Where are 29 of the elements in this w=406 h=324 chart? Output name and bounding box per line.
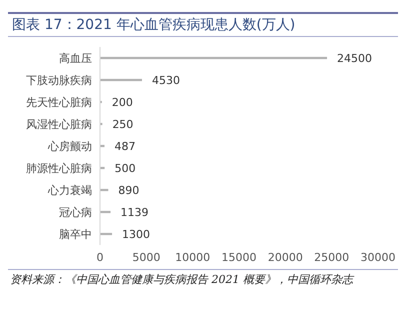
x-tick-label: 5000 — [132, 250, 160, 264]
y-tick-label: 风湿性心脏病 — [26, 118, 92, 131]
y-tick-label: 下肢动脉疾病 — [26, 74, 92, 87]
data-label: 500 — [114, 162, 136, 175]
data-label: 4530 — [152, 74, 180, 87]
y-tick-label: 心力衰竭 — [47, 184, 92, 197]
y-tick-label: 冠心病 — [59, 206, 92, 219]
data-label: 487 — [114, 140, 136, 153]
x-tick-label: 15000 — [222, 250, 256, 264]
x-tick-label: 10000 — [175, 250, 210, 264]
y-tick-label: 先天性心脏病 — [26, 96, 92, 109]
data-label: 24500 — [337, 52, 372, 65]
y-tick-label: 肺源性心脏病 — [26, 162, 92, 175]
text: 资料来源：《中国心血管健康与疾病报告 2021 概要》，中国循环杂志 — [8, 269, 398, 289]
chart-title: 图表 17：2021 年心血管疾病现患人数(万人) — [8, 12, 398, 37]
data-label: 250 — [112, 118, 134, 131]
data-label: 890 — [118, 184, 140, 197]
data-label: 1300 — [122, 228, 150, 241]
x-tick-label: 0 — [96, 250, 104, 264]
data-label: 1139 — [120, 206, 149, 219]
y-tick-label: 脑卒中 — [59, 228, 92, 241]
x-tick-label: 20000 — [268, 250, 303, 264]
bar — [100, 56, 328, 60]
bar — [100, 78, 142, 82]
x-tick-label: 30000 — [360, 250, 396, 264]
y-tick-label: 高血压 — [59, 52, 92, 65]
data-label: 200 — [112, 96, 133, 109]
y-tick-label: 心房颤动 — [47, 140, 92, 153]
x-tick-label: 25000 — [314, 250, 350, 264]
